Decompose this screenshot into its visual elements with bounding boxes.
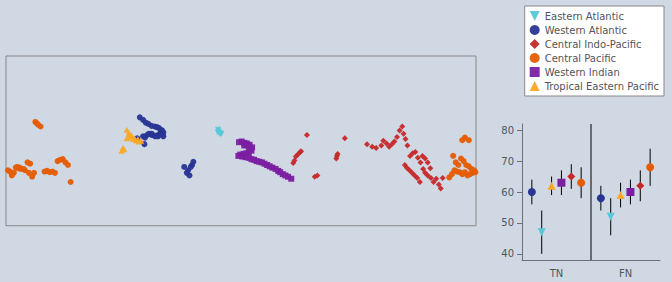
svg-text:FN: FN	[619, 268, 632, 279]
svg-text:80: 80	[501, 125, 514, 136]
svg-text:60: 60	[501, 187, 514, 198]
svg-text:Central Pacific: Central Pacific	[545, 53, 616, 64]
svg-text:Tropical Eastern Pacific: Tropical Eastern Pacific	[544, 81, 659, 92]
svg-text:Eastern Atlantic: Eastern Atlantic	[545, 11, 624, 22]
svg-text:Central Indo-Pacific: Central Indo-Pacific	[545, 39, 642, 50]
svg-text:TN: TN	[549, 268, 564, 279]
svg-text:40: 40	[501, 248, 514, 259]
svg-text:50: 50	[501, 217, 514, 228]
svg-text:Western Indian: Western Indian	[545, 67, 620, 78]
svg-text:Western Atlantic: Western Atlantic	[545, 25, 627, 36]
svg-text:70: 70	[501, 156, 514, 167]
